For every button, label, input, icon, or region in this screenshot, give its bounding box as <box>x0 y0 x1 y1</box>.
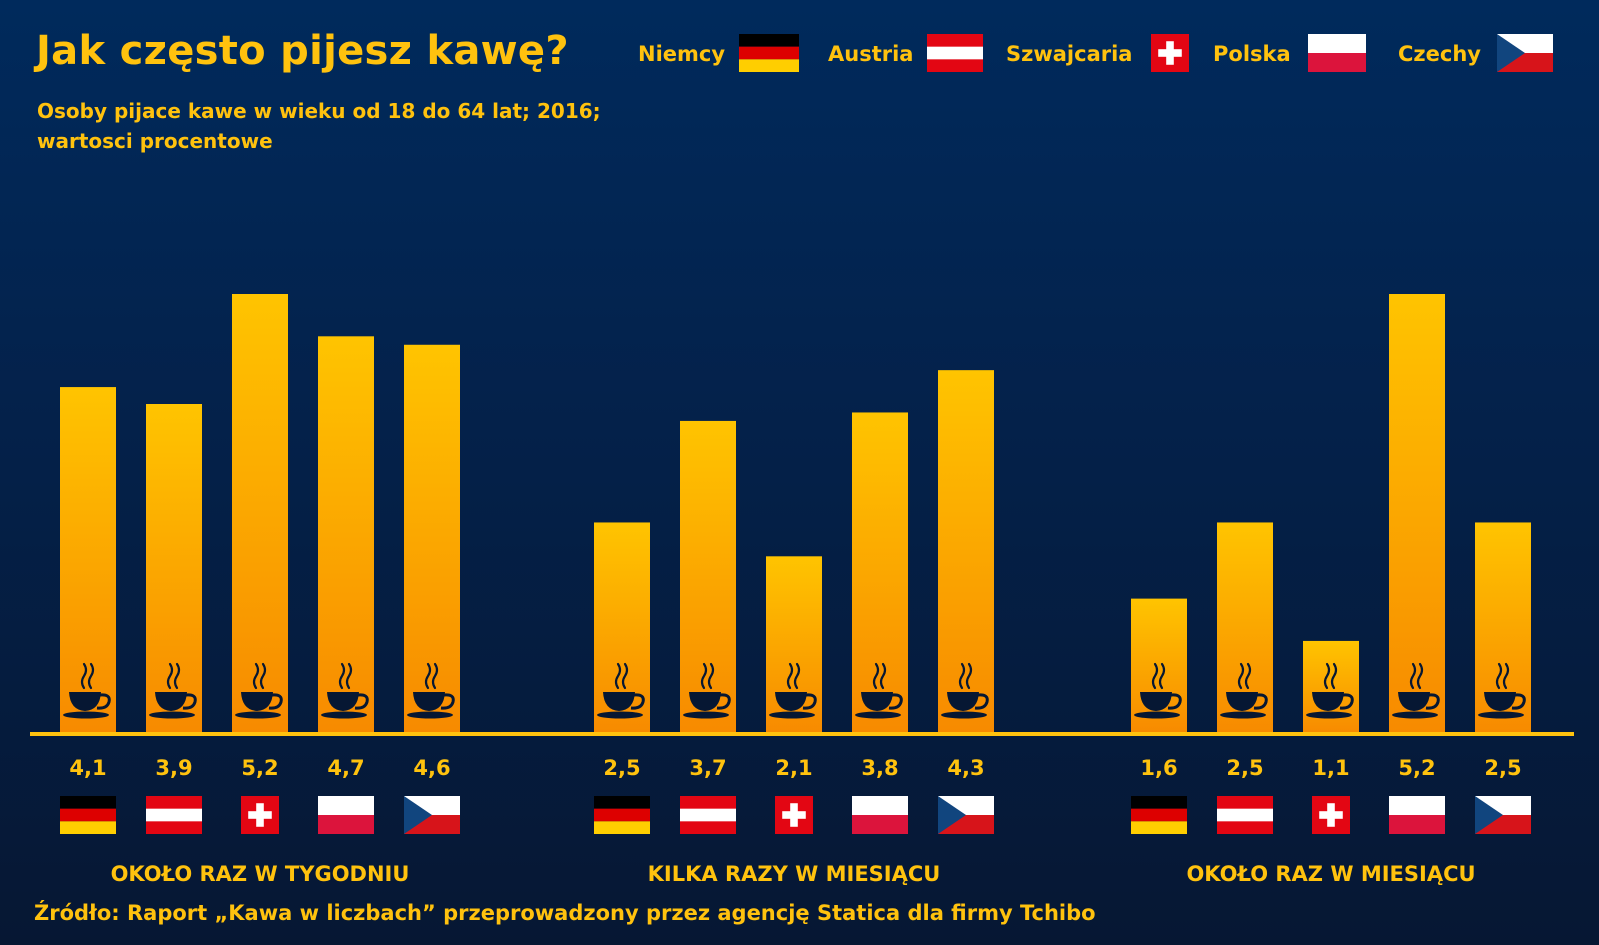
bar <box>1131 598 1187 734</box>
coffee-cup-icon <box>1306 662 1354 719</box>
data-label: 2,5 <box>1484 756 1521 780</box>
poland-flag-icon <box>318 796 374 834</box>
category-label: OKOŁO RAZ W TYGODNIU <box>111 862 410 886</box>
austria-flag-icon <box>146 796 202 834</box>
coffee-cup-icon <box>769 662 817 719</box>
legend-label: Austria <box>828 42 914 66</box>
data-label: 4,3 <box>947 756 984 780</box>
coffee-cup-icon <box>941 662 989 719</box>
data-label: 3,9 <box>155 756 192 780</box>
data-label: 3,7 <box>689 756 726 780</box>
data-label: 1,1 <box>1312 756 1349 780</box>
data-label: 4,7 <box>327 756 364 780</box>
bar <box>232 294 288 734</box>
germany-flag-icon <box>60 796 116 834</box>
bar <box>146 404 202 734</box>
switzerland-flag-icon <box>775 796 813 834</box>
bar <box>938 370 994 734</box>
data-label: 1,6 <box>1140 756 1177 780</box>
switzerland-flag-icon <box>1151 34 1189 72</box>
coffee-cup-icon <box>683 662 731 719</box>
legend-label: Niemcy <box>638 42 726 66</box>
austria-flag-icon <box>1217 796 1273 834</box>
coffee-cup-icon <box>235 662 283 719</box>
czech-flag-icon <box>938 796 994 834</box>
legend-label: Polska <box>1213 42 1291 66</box>
data-label: 2,5 <box>1226 756 1263 780</box>
coffee-cup-icon <box>597 662 645 719</box>
austria-flag-icon <box>927 34 983 72</box>
germany-flag-icon <box>1131 796 1187 834</box>
coffee-cup-icon <box>321 662 369 719</box>
coffee-cup-icon <box>1134 662 1182 719</box>
bar <box>1303 640 1359 734</box>
data-label: 5,2 <box>1398 756 1435 780</box>
czech-flag-icon <box>1475 796 1531 834</box>
austria-flag-icon <box>680 796 736 834</box>
category-label: OKOŁO RAZ W MIESIĄCU <box>1186 862 1475 886</box>
coffee-cup-icon <box>63 662 111 719</box>
coffee-cup-icon <box>407 662 455 719</box>
switzerland-flag-icon <box>1312 796 1350 834</box>
legend-label: Szwajcaria <box>1006 42 1133 66</box>
coffee-cup-icon <box>1220 662 1268 719</box>
data-label: 4,1 <box>69 756 106 780</box>
data-label: 3,8 <box>861 756 898 780</box>
bar <box>404 344 460 734</box>
data-label: 4,6 <box>413 756 450 780</box>
bar <box>318 336 374 734</box>
bar <box>680 420 736 734</box>
bar <box>1389 294 1445 734</box>
coffee-cup-icon <box>149 662 197 719</box>
data-label: 2,5 <box>603 756 640 780</box>
data-label: 2,1 <box>775 756 812 780</box>
coffee-cup-icon <box>1392 662 1440 719</box>
coffee-cup-icon <box>1478 662 1526 719</box>
chart-legend: Niemcy Austria Szwajcaria Polska Czechy <box>0 34 1599 74</box>
coffee-cup-icon <box>855 662 903 719</box>
bar <box>852 412 908 734</box>
chart-source: Źródło: Raport „Kawa w liczbach” przepro… <box>34 901 1096 925</box>
legend-label: Czechy <box>1398 42 1481 66</box>
chart-subtitle: Osoby pijace kawe w wieku od 18 do 64 la… <box>37 96 677 156</box>
poland-flag-icon <box>852 796 908 834</box>
poland-flag-icon <box>1308 34 1366 72</box>
poland-flag-icon <box>1389 796 1445 834</box>
category-label: KILKA RAZY W MIESIĄCU <box>648 862 941 886</box>
chart-title: Jak często pijesz kawę? <box>36 28 569 74</box>
switzerland-flag-icon <box>241 796 279 834</box>
bar <box>60 387 116 734</box>
czech-flag-icon <box>404 796 460 834</box>
chart-subtitle-line-1: Osoby pijace kawe w wieku od 18 do 64 la… <box>37 99 601 123</box>
germany-flag-icon <box>739 34 799 72</box>
czech-flag-icon <box>1497 34 1553 72</box>
chart-subtitle-line-2: wartosci procentowe <box>37 129 273 153</box>
germany-flag-icon <box>594 796 650 834</box>
data-label: 5,2 <box>241 756 278 780</box>
